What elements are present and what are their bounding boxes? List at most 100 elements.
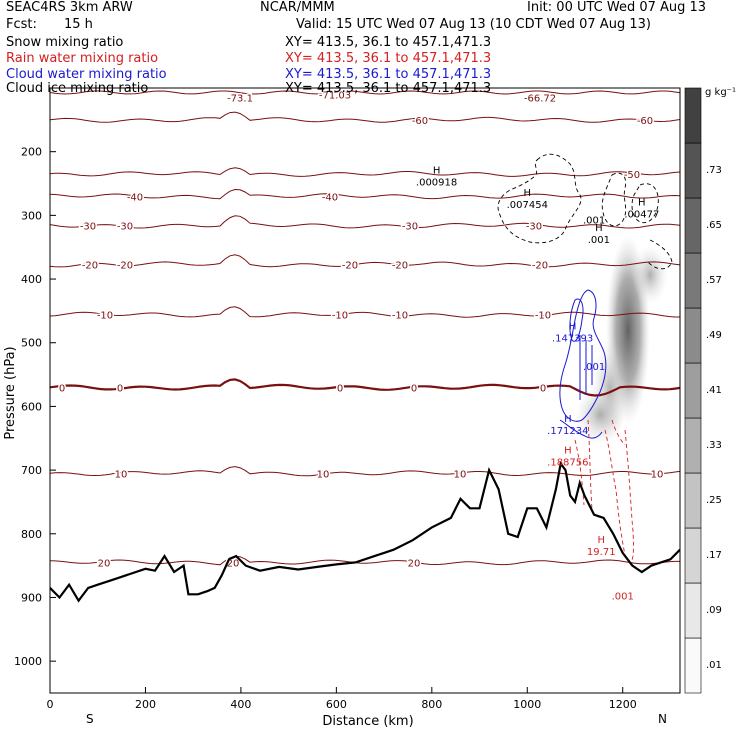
colorbar-swatch	[684, 142, 702, 199]
temperature-label: 10	[317, 469, 330, 480]
max-value-label: .001	[612, 591, 634, 602]
colorbar-label: .33	[706, 440, 722, 451]
valid-time: Valid: 15 UTC Wed 07 Aug 13 (10 CDT Wed …	[296, 17, 651, 32]
north-label: N	[658, 712, 667, 726]
max-value-label: 19.71	[587, 547, 616, 558]
x-tick-label: 400	[230, 698, 251, 711]
cloud-ice-shading	[575, 235, 668, 445]
temperature-label: -10	[332, 311, 348, 322]
snow-contour	[497, 153, 582, 244]
colorbar-label: .41	[706, 385, 722, 396]
max-marker: H	[564, 446, 572, 457]
max-marker: H	[564, 414, 572, 425]
rain-contour	[574, 419, 634, 561]
temperature-label: 10	[115, 469, 128, 480]
colorbar-swatch	[684, 307, 702, 364]
temperature-label: -30	[117, 222, 133, 233]
init-time: Init: 00 UTC Wed 07 Aug 13	[527, 0, 707, 15]
forecast-hours: 15 h	[64, 17, 93, 32]
colorbar-swatch	[684, 362, 702, 419]
colorbar-label: .01	[706, 660, 722, 671]
y-tick-label: 800	[21, 528, 42, 541]
colorbar-swatch	[684, 472, 702, 529]
temperature-contour	[50, 111, 680, 123]
colorbar: .01 .09 .17 .25 .33 .41 .49 .57 .65 .73	[684, 87, 722, 694]
plot-frame	[49, 87, 681, 694]
temperature-label: -30	[80, 222, 96, 233]
temperature-label: -10	[392, 311, 408, 322]
y-tick-label: 300	[21, 209, 42, 222]
temperature-label: 10	[454, 469, 467, 480]
colorbar-unit: g kg⁻¹	[705, 87, 736, 98]
temperature-label: 20	[408, 558, 421, 569]
colorbar-swatch	[684, 87, 702, 144]
x-tick-label: 1200	[609, 698, 637, 711]
max-marker: H	[524, 188, 532, 199]
temperature-contours: -71.03 -73.1 -66.72 -60 -60 -50 -40 -40 -30 -30 -3…	[50, 89, 680, 571]
temperature-label: -66.72	[524, 94, 556, 105]
x-tick-label: 600	[326, 698, 347, 711]
max-marker: H	[638, 197, 646, 208]
temperature-contour	[50, 466, 680, 477]
colorbar-label: .09	[706, 605, 722, 616]
max-value-label: .147393	[552, 334, 593, 345]
temperature-label: -40	[127, 192, 143, 203]
temperature-label: 0	[411, 383, 417, 394]
field-rain-xy: XY= 413.5, 36.1 to 457.1,471.3	[285, 51, 492, 66]
colorbar-swatch	[684, 527, 702, 584]
snow-contours	[497, 153, 673, 270]
temperature-label: -20	[532, 260, 548, 271]
temperature-label: -73.1	[227, 94, 253, 105]
cloud-water-contour	[579, 335, 593, 400]
temperature-contour	[50, 378, 680, 397]
temperature-contour	[50, 306, 680, 318]
temperature-contour	[50, 254, 680, 268]
cloud-water-contour	[559, 289, 607, 422]
x-tick-label: 200	[135, 698, 156, 711]
field-snow-name: Snow mixing ratio	[6, 35, 124, 50]
max-value-label: .000918	[416, 178, 457, 189]
field-cloud-xy: XY= 413.5, 36.1 to 457.1,471.3	[285, 67, 492, 82]
max-value-label: .171234	[547, 426, 588, 437]
temperature-label: -20	[342, 260, 358, 271]
max-value-label: .00477	[624, 209, 659, 220]
temperature-label: 0	[59, 383, 65, 394]
temperature-label: -71.03	[319, 90, 351, 101]
colorbar-label: .17	[706, 550, 722, 561]
max-value-label: .001	[583, 216, 605, 227]
max-value-label: .188756	[547, 458, 588, 469]
max-marker: H	[569, 322, 577, 333]
colorbar-swatch	[684, 252, 702, 309]
temperature-label: -50	[624, 170, 640, 181]
colorbar-swatch	[684, 637, 702, 694]
temperature-label: 0	[337, 383, 343, 394]
temperature-label: 0	[117, 383, 123, 394]
field-ice-xy: XY= 413.5, 36.1 to 457.1,471.3	[285, 81, 492, 96]
x-tick-label: 1000	[513, 698, 541, 711]
y-tick-label: 400	[21, 273, 42, 286]
colorbar-label: .25	[706, 495, 722, 506]
y-tick-label: 600	[21, 400, 42, 413]
max-value-label: .007454	[507, 200, 548, 211]
x-axis-title: Distance (km)	[322, 714, 413, 729]
y-tick-label: 500	[21, 337, 42, 350]
x-axis: 0 200 400 600 800 1000 1200	[47, 687, 637, 711]
colorbar-swatch	[684, 582, 702, 639]
x-tick-label: 0	[47, 698, 54, 711]
temperature-label: -20	[82, 260, 98, 271]
temperature-label: -30	[526, 222, 542, 233]
y-tick-label: 200	[21, 146, 42, 159]
temperature-contour	[50, 167, 680, 177]
temperature-label: 20	[98, 558, 111, 569]
x-tick-label: 800	[421, 698, 442, 711]
temperature-label: -30	[402, 222, 418, 233]
temperature-label: 0	[540, 383, 546, 394]
max-value-label: .001	[588, 235, 610, 246]
temperature-label: -10	[97, 311, 113, 322]
cloud-water-contour	[569, 298, 584, 342]
max-marker: H	[433, 166, 441, 177]
model-title: SEAC4RS 3km ARW	[6, 0, 133, 15]
